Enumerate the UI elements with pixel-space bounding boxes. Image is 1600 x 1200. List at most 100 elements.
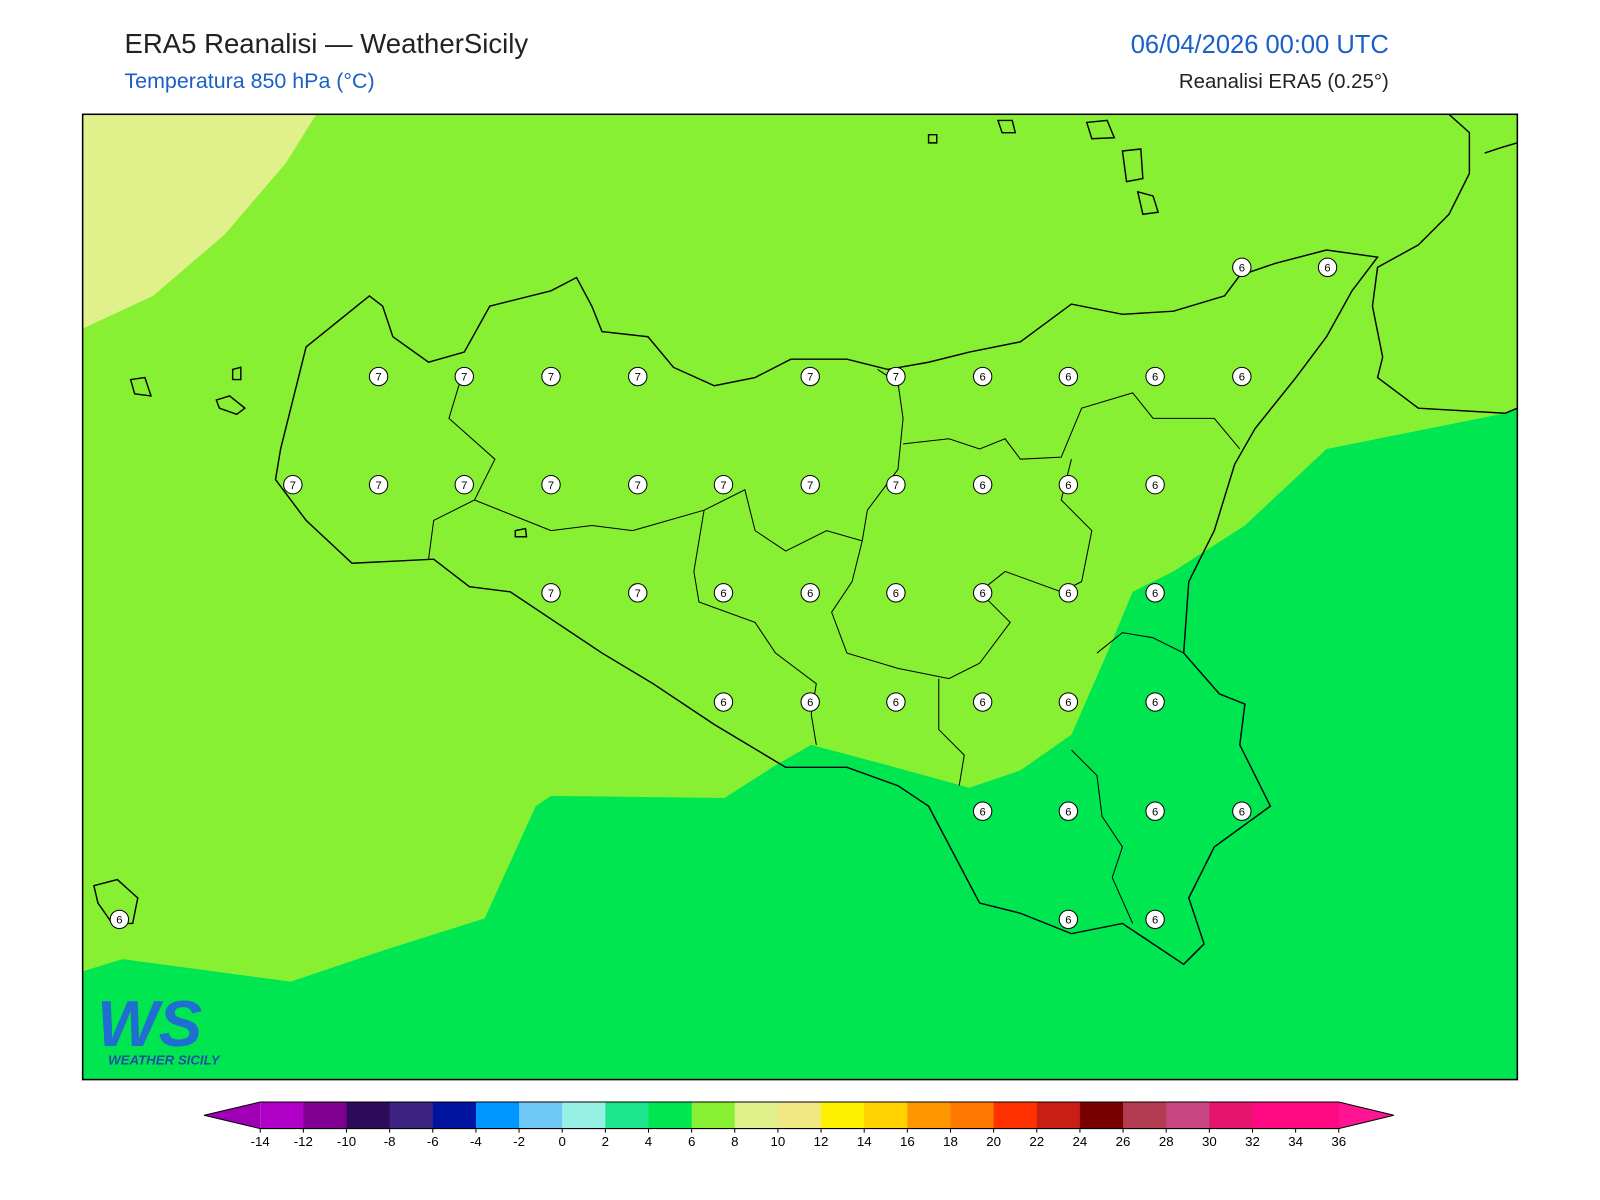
- station-value: 6: [1239, 806, 1245, 818]
- colorbar-box: [864, 1102, 908, 1129]
- colorbar-tick-label: 28: [1159, 1134, 1174, 1149]
- colorbar-tick-label: -14: [251, 1134, 270, 1149]
- colorbar-box: [1036, 1102, 1081, 1129]
- source: Reanalisi ERA5 (0.25°): [1179, 71, 1389, 93]
- station-value: 6: [980, 480, 986, 492]
- station-value: 6: [1152, 372, 1158, 384]
- station-value: 6: [1152, 914, 1158, 926]
- colorbar: -14 -12 -10 -8 -6 -4 -2 0 2 4 6 8 10 12 14 16 18 20 22 24 26…: [203, 1101, 1394, 1149]
- station-marker: [886, 692, 906, 712]
- station-value: 7: [893, 372, 899, 384]
- station-marker: [886, 583, 906, 603]
- station-marker: [454, 475, 474, 495]
- logo-mark: WS: [97, 987, 202, 1060]
- colorbar-box: [432, 1102, 477, 1129]
- colorbar-box: [303, 1102, 347, 1129]
- colorbar-tick-label: 2: [602, 1134, 609, 1149]
- colorbar-box: [821, 1102, 865, 1129]
- title: ERA5 Reanalisi — WeatherSicily: [124, 28, 528, 59]
- logo: WS WEATHER SICILY: [97, 987, 221, 1067]
- station-value: 6: [807, 697, 813, 709]
- station-value: 7: [375, 372, 381, 384]
- colorbar-box: [950, 1102, 995, 1129]
- calabria-coast: [1371, 113, 1518, 414]
- colorbar-over: [1338, 1102, 1394, 1129]
- colorbar-box: [907, 1102, 951, 1129]
- warm-area: [82, 114, 317, 329]
- station-value: 7: [548, 480, 554, 492]
- colorbar-box: [1079, 1102, 1124, 1129]
- station-value: 6: [980, 697, 986, 709]
- station-value: 6: [1152, 806, 1158, 818]
- date: 06/04/2026 00:00 UTC: [1131, 31, 1389, 59]
- station-marker: [1145, 909, 1165, 930]
- station-marker: [886, 475, 906, 495]
- station-marker: [713, 583, 734, 603]
- station-marker: [972, 583, 993, 603]
- map: 6 6 7 7 7 7 7 7 6 6 6 6 7 7 7 7 7 7 7 7 6 6 6 7 7 6 6 6 6 6 6 6 6 6 6 6 6 6 6 6…: [81, 113, 1519, 1081]
- colorbar-box: [475, 1102, 520, 1129]
- station-marker: [368, 366, 389, 387]
- colorbar-box: [1252, 1102, 1297, 1129]
- colorbar-box: [519, 1102, 563, 1129]
- station-value: 6: [1065, 806, 1071, 818]
- colorbar-tick-label: 6: [688, 1134, 695, 1149]
- station-value: 7: [548, 588, 554, 600]
- colorbar-tick-label: -10: [337, 1134, 356, 1149]
- station-value: 6: [1065, 697, 1071, 709]
- colorbar-tick-label: -4: [470, 1134, 482, 1149]
- logo-caption: WEATHER SICILY: [108, 1052, 221, 1067]
- map-frame: [81, 113, 1519, 1081]
- colorbar-tick-label: 0: [559, 1134, 566, 1149]
- station-marker: [800, 366, 820, 387]
- station-value: 6: [1065, 480, 1071, 492]
- station-value: 6: [807, 588, 813, 600]
- station-value: 7: [635, 372, 641, 384]
- colorbar-tick-label: -2: [513, 1134, 525, 1149]
- colorbar-tick-label: 18: [943, 1134, 958, 1149]
- colorbar-tick-label: 4: [645, 1134, 652, 1149]
- station-marker: [972, 366, 993, 387]
- colorbar-tick-label: 36: [1331, 1134, 1346, 1149]
- colorbar-box: [734, 1102, 779, 1129]
- colorbar-box: [389, 1102, 434, 1129]
- station-marker: [454, 366, 474, 387]
- station-marker: [541, 475, 561, 495]
- station-value: 6: [116, 914, 122, 926]
- station-marker: [283, 475, 303, 495]
- station-value: 7: [375, 480, 381, 492]
- station-marker: [1232, 257, 1252, 278]
- colorbar-box: [346, 1102, 391, 1129]
- station-marker: [972, 475, 993, 495]
- station-marker: [1145, 692, 1165, 712]
- station-marker: [1058, 366, 1079, 387]
- colorbar-tick-label: 12: [814, 1134, 829, 1149]
- station-value: 7: [461, 480, 467, 492]
- colorbar-box: [260, 1102, 304, 1129]
- colorbar-tick-label: 14: [857, 1134, 872, 1149]
- station-value: 6: [893, 588, 899, 600]
- station-value: 6: [980, 806, 986, 818]
- colorbar-box: [993, 1102, 1038, 1129]
- station-marker: [541, 366, 561, 387]
- station-marker: [1145, 801, 1165, 821]
- station-value: 6: [720, 697, 726, 709]
- station-value: 6: [1065, 372, 1071, 384]
- station-value: 6: [1152, 697, 1158, 709]
- station-value: 7: [807, 372, 813, 384]
- colorbar-box: [1166, 1102, 1210, 1129]
- station-value: 7: [720, 480, 726, 492]
- colorbar-box: [1123, 1102, 1167, 1129]
- subtitle: Temperatura 850 hPa (°C): [124, 69, 374, 93]
- colorbar-tick-label: -12: [294, 1134, 313, 1149]
- station-marker: [1058, 692, 1079, 712]
- station-marker: [713, 475, 734, 495]
- colorbar-box: [605, 1102, 649, 1129]
- station-marker: [109, 909, 130, 930]
- colorbar-tick-label: 24: [1073, 1134, 1088, 1149]
- station-marker: [1317, 257, 1338, 278]
- colorbar-tick-label: 16: [900, 1134, 915, 1149]
- station-marker: [1058, 583, 1079, 603]
- station-value: 7: [807, 480, 813, 492]
